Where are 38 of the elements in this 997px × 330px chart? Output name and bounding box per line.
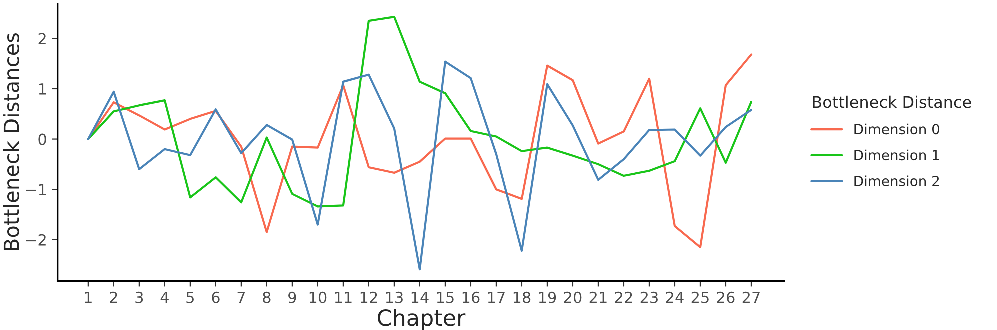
y-tick-label: −2 <box>26 234 46 246</box>
y-axis-title: Bottleneck Distances <box>3 34 20 251</box>
x-tick-label: 21 <box>590 292 607 304</box>
x-tick-label: 12 <box>360 292 378 304</box>
x-tick-label: 22 <box>615 292 632 304</box>
legend-label: Dimension 2 <box>854 176 940 187</box>
x-tick-label: 8 <box>263 292 271 304</box>
y-tick-label: −1 <box>26 184 46 196</box>
x-tick-label: 20 <box>564 292 582 304</box>
legend-label: Dimension 0 <box>854 124 940 135</box>
y-tick-label: 2 <box>38 33 46 44</box>
x-tick-label: 1 <box>85 292 92 304</box>
x-tick-label: 7 <box>238 292 245 304</box>
x-tick-label: 18 <box>514 292 531 304</box>
x-tick-label: 11 <box>335 292 352 304</box>
x-tick-label: 9 <box>288 292 296 304</box>
x-tick-label: 16 <box>462 292 480 304</box>
x-tick-label: 3 <box>136 292 144 304</box>
legend-title: Bottleneck Distance <box>813 96 972 108</box>
line-series <box>87 16 753 208</box>
x-tick-label: 2 <box>110 292 118 304</box>
x-tick-label: 19 <box>539 292 556 304</box>
x-tick-label: 23 <box>640 292 658 304</box>
x-tick-label: 14 <box>412 292 429 304</box>
y-tick-label: 0 <box>38 134 46 146</box>
x-tick-label: 24 <box>666 292 684 304</box>
x-tick-label: 17 <box>488 292 505 304</box>
x-tick-label: 15 <box>437 292 454 304</box>
x-tick-label: 5 <box>186 292 194 304</box>
x-tick-label: 13 <box>386 292 403 304</box>
x-tick-label: 27 <box>742 292 760 304</box>
x-tick-label: 6 <box>212 292 220 304</box>
x-tick-label: 25 <box>692 292 709 304</box>
x-tick-label: 4 <box>160 292 169 304</box>
x-tick-label: 10 <box>310 292 327 304</box>
y-tick-label: 1 <box>39 84 46 95</box>
x-tick-label: 26 <box>717 292 735 304</box>
legend-label: Dimension 1 <box>854 150 940 161</box>
